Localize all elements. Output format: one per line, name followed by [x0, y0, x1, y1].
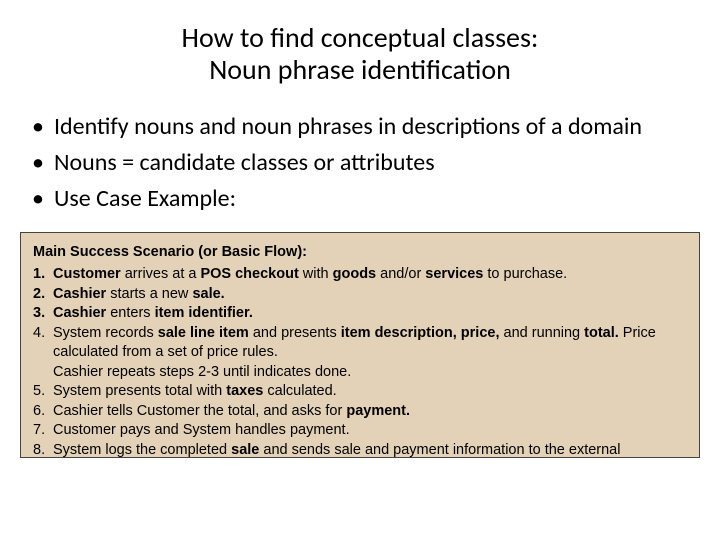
step-number: 6.: [33, 402, 45, 422]
scenario-step: 2. Cashier starts a new sale.: [33, 285, 687, 305]
step-number: 8.: [33, 441, 45, 458]
bullet-item: Nouns = candidate classes or attributes: [54, 148, 688, 178]
scenario-step: 1. Customer arrives at a POS checkout wit…: [33, 265, 687, 285]
slide: How to find conceptual classes: Noun phr…: [0, 0, 720, 540]
bullet-text: Identify nouns and noun phrases in descr…: [54, 112, 642, 141]
bullet-list: Identify nouns and noun phrases in descr…: [0, 92, 720, 228]
scenario-step: 5. System presents total with taxes calcu…: [33, 382, 687, 402]
step-number: 2.: [33, 285, 45, 305]
title-line-1: How to find conceptual classes:: [182, 20, 539, 55]
step-text: Cashier enters item identifier.: [53, 305, 253, 321]
bullet-text: Nouns = candidate classes or attributes: [54, 148, 435, 177]
scenario-step: 7. Customer pays and System handles payme…: [33, 421, 687, 441]
slide-title: How to find conceptual classes: Noun phr…: [0, 0, 720, 92]
step-number: 3.: [33, 304, 45, 324]
step-text: System presents total with taxes calcula…: [53, 383, 337, 399]
step-text: Customer pays and System handles payment…: [53, 422, 350, 438]
step-number: 7.: [33, 421, 45, 441]
bullet-item: Use Case Example:: [54, 184, 688, 214]
scenario-interstitial: Cashier repeats steps 2-3 until indicate…: [33, 363, 687, 383]
scenario-step: 8. System logs the completed sale and sen…: [33, 441, 687, 458]
step-text: Cashier tells Customer the total, and as…: [53, 403, 410, 419]
scenario-step: 4. System records sale line item and pres…: [33, 324, 687, 363]
step-text: Customer arrives at a POS checkout with …: [53, 266, 567, 282]
step-number: 5.: [33, 382, 45, 402]
scenario-step: 3. Cashier enters item identifier.: [33, 304, 687, 324]
title-line-2: Noun phrase identification: [209, 52, 511, 87]
bullet-item: Identify nouns and noun phrases in descr…: [54, 112, 688, 142]
scenario-step: 6. Cashier tells Customer the total, and …: [33, 402, 687, 422]
step-number: 1.: [33, 265, 45, 285]
step-number: 4.: [33, 324, 45, 344]
bullet-text: Use Case Example:: [54, 184, 236, 213]
scenario-box: Main Success Scenario (or Basic Flow): 1…: [20, 232, 700, 458]
scenario-list: 5. System presents total with taxes calcu…: [33, 382, 687, 458]
scenario-heading: Main Success Scenario (or Basic Flow):: [33, 243, 687, 263]
step-text: System logs the completed sale and sends…: [53, 442, 620, 458]
scenario-list: 1. Customer arrives at a POS checkout wit…: [33, 265, 687, 363]
step-text: Cashier starts a new sale.: [53, 286, 225, 302]
step-text: System records sale line item and presen…: [53, 325, 656, 361]
